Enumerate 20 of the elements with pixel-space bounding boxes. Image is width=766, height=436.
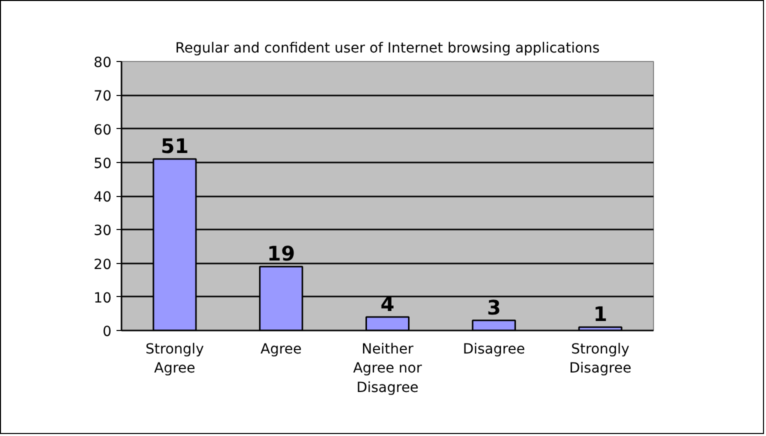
data-label: 4 [380,292,394,316]
y-tick-label: 60 [94,122,112,138]
x-tick-label: Strongly Agree [146,342,204,377]
data-label: 1 [593,302,608,326]
data-label: 3 [486,295,501,320]
y-tick-label: 70 [94,88,112,105]
data-label: 19 [267,242,296,266]
x-tick-label: Strongly Disagree [569,342,632,377]
chart-title: Regular and confident user of Internet browsing applications [175,40,600,56]
x-tick-label: Agree [260,342,302,358]
data-label: 51 [160,134,189,158]
y-tick-label: 0 [102,324,112,340]
y-tick-label: 40 [94,190,112,206]
x-tick-label: Neither Agree nor Disagree [353,342,422,396]
y-tick-label: 20 [94,256,112,273]
y-tick-label: 80 [94,55,112,71]
x-tick-label: Disagree [462,342,525,358]
y-tick-label: 50 [94,156,112,172]
y-tick-label: 30 [94,223,112,240]
y-tick-label: 10 [94,290,112,306]
